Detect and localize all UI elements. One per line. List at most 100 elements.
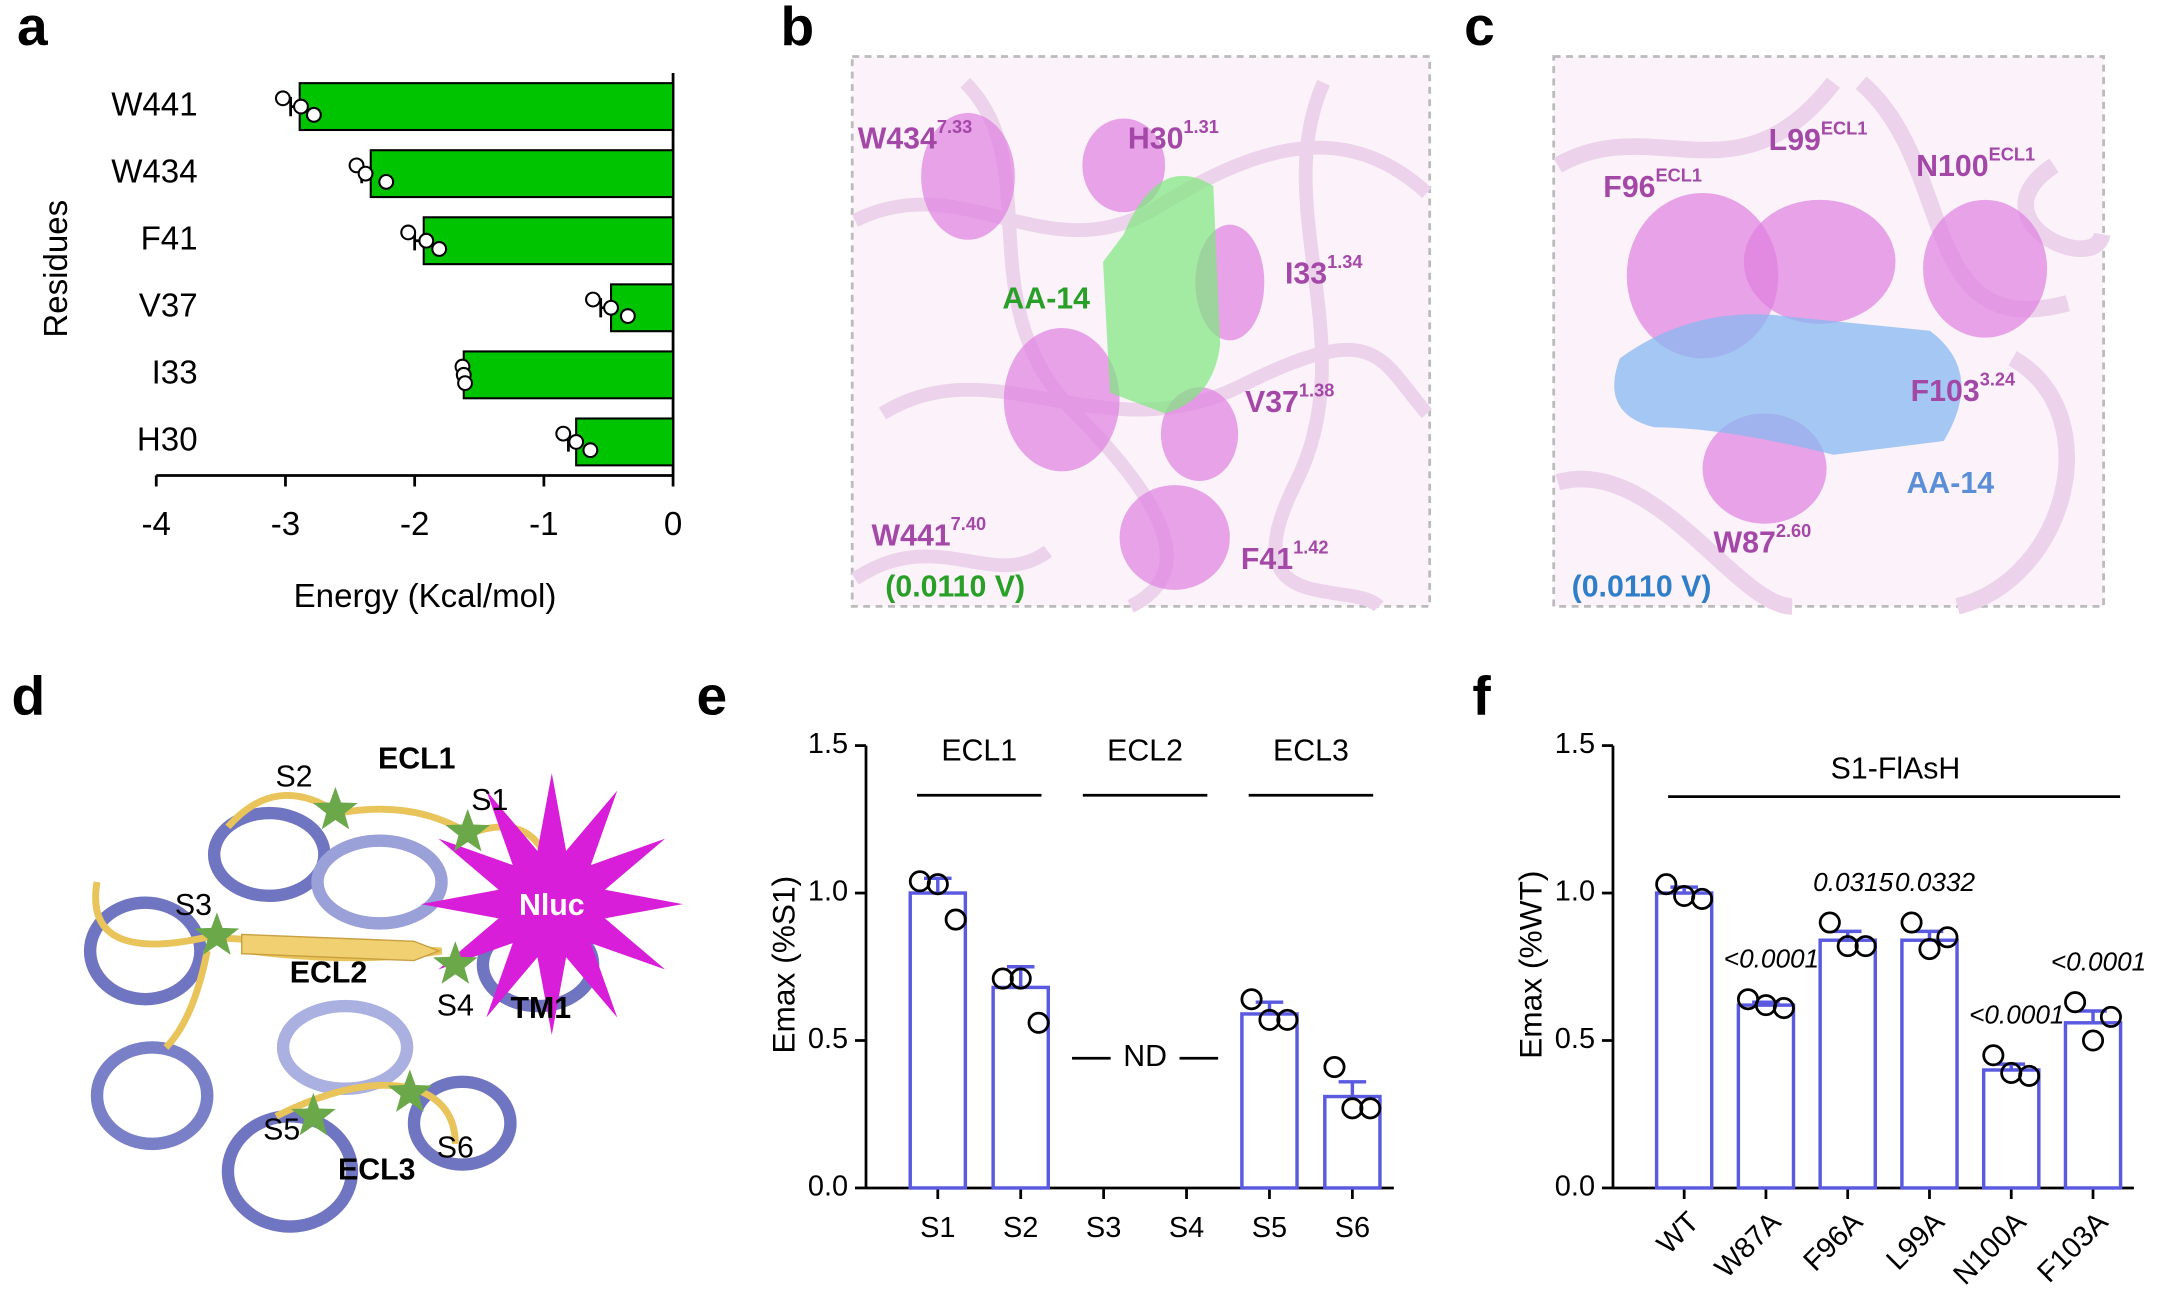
schematic-d [83,791,600,1233]
density [1119,485,1230,590]
error-bar [1338,1080,1367,1097]
schematic-label: S2 [276,761,313,794]
y-tick-label: 0.5 [1555,1023,1595,1055]
site-star [194,912,240,955]
bar [908,891,968,1190]
data-point [1655,873,1678,896]
residue-superscript: ECL1 [1989,145,2036,165]
residue-label: F1033.24 [1911,369,2016,408]
schematic-label: S5 [263,1113,300,1146]
x-tick-label: -2 [400,506,429,543]
y-tick-label: F41 [141,220,198,257]
schematic-label: ECL3 [338,1153,415,1186]
data-point [400,224,417,241]
data-point [619,308,636,324]
data-point [2018,1064,2041,1087]
schematic-label: S3 [175,889,212,922]
site-star [291,1092,336,1136]
y-tick-label: I33 [152,355,198,392]
data-point [274,90,291,107]
panel-label: a [17,0,48,57]
residue-superscript: 7.33 [937,117,972,137]
ligand-label: AA-14 [1002,282,1090,315]
data-point [1900,911,1923,934]
bar [1900,938,1959,1190]
p-value: <0.0001 [2051,946,2146,976]
residue-label: W4417.40 [872,514,987,553]
y-tick-label: 0.5 [808,1023,848,1055]
panel-label: d [12,665,46,727]
bar [575,417,675,467]
bar [991,985,1050,1190]
residue-superscript: 1.38 [1299,380,1334,400]
y-tick-label: 1.5 [808,728,848,760]
y-axis-label: Emax (%S1) [765,876,801,1054]
helix [311,834,448,930]
panel-label: b [781,0,815,57]
residue-label: W872.60 [1714,521,1812,560]
structure-b [850,55,1433,613]
residue-name: I33 [1285,258,1327,291]
y-tick-label: H30 [137,422,198,459]
y-tick-label: 1.0 [1555,876,1595,908]
residue-superscript: 1.31 [1183,117,1218,137]
y-tick-label: 0.0 [808,1171,848,1203]
data-point [2099,1005,2122,1028]
data-point [1772,997,1795,1020]
density [921,113,1015,240]
residue-name: W434 [858,123,937,156]
bar [462,350,675,400]
bar [1818,938,1877,1190]
y-tick-label: 1.0 [808,876,848,908]
residue-name: W87 [1714,526,1776,559]
data-point [1918,938,1941,961]
chart-title: S1-FlAsH [1831,752,1961,785]
data-point [2081,1029,2105,1052]
residue-label: L99ECL1 [1769,118,1868,157]
site-star [387,1069,433,1112]
data-point [603,299,619,316]
residue-name: N100 [1916,150,1988,183]
x-tick-label: -3 [271,506,300,543]
density [1082,118,1166,213]
residue-label: F411.42 [1241,537,1329,576]
residue-label: V371.38 [1245,380,1334,419]
residue-superscript: 7.40 [951,514,986,534]
x-tick-label: S3 [1086,1212,1121,1244]
data-point [568,434,585,450]
bar [422,216,675,266]
ligand-density [1103,175,1221,414]
bar [2063,1021,2123,1190]
helix [407,1075,517,1171]
residue-superscript: 1.34 [1327,252,1363,272]
p-value: <0.0001 [1724,944,1819,974]
bar [1981,1068,2041,1190]
p-value: 0.0315 [1813,867,1893,897]
schematic-label: ECL2 [290,956,367,989]
group-label: ECL3 [1273,734,1349,767]
y-tick-label: V37 [139,288,198,325]
site-star [313,786,358,830]
annotation: ND [1123,1040,1167,1073]
data-point [431,241,448,257]
residue-name: H30 [1128,123,1184,156]
data-point [1323,1056,1346,1079]
data-point [555,425,572,442]
data-point [1359,1097,1382,1120]
residue-label: F96ECL1 [1603,165,1702,204]
residue-superscript: 1.42 [1293,537,1328,557]
bar [1654,891,1714,1190]
bar [1736,1003,1796,1190]
data-point [1818,911,1841,934]
y-tick-label: 0.0 [1555,1171,1595,1203]
y-tick-label: W441 [111,86,197,123]
residue-name: L99 [1769,124,1821,157]
residue-name: F103 [1911,375,1980,408]
y-axis-label: Residues [38,200,75,338]
data-point [378,173,395,190]
residue-label: N100ECL1 [1916,145,2035,184]
bar [298,82,675,132]
x-tick-label: S5 [1252,1212,1287,1244]
panel-label: c [1464,0,1495,57]
